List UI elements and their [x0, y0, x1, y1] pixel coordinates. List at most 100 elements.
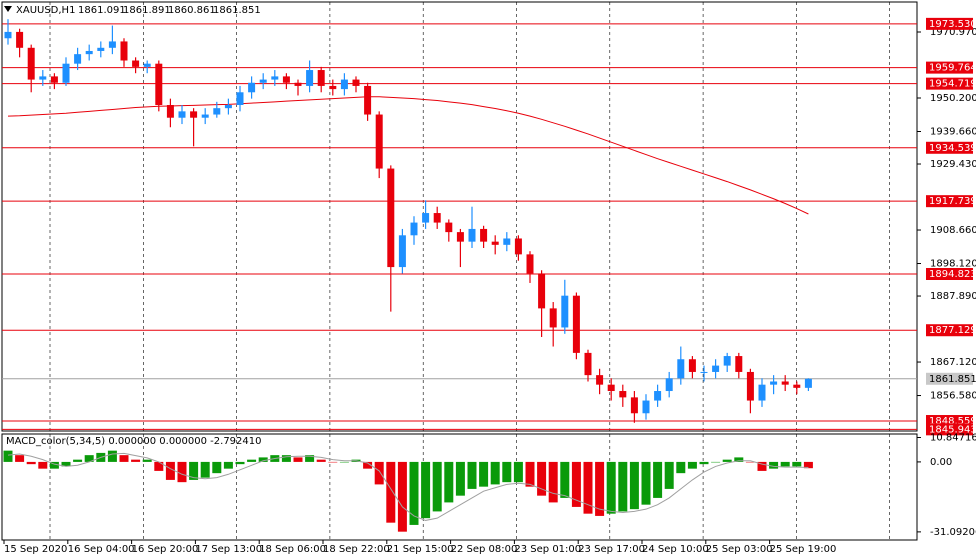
candle-body: [62, 63, 70, 83]
candle-body: [143, 63, 151, 67]
level-label: 1973.530: [929, 19, 976, 30]
macd-bar: [84, 455, 94, 462]
candle-body: [387, 168, 395, 268]
candle-body: [619, 391, 627, 398]
level-label-bg: [926, 77, 973, 90]
candle-body: [27, 47, 35, 80]
candle-body: [132, 60, 140, 67]
candle-body: [398, 235, 406, 268]
macd-bar: [618, 461, 628, 512]
macd-bar: [328, 461, 338, 463]
candle-body: [213, 108, 221, 115]
macd-bar: [15, 455, 25, 462]
macd-bar: [513, 461, 523, 483]
y-tick-label: 1867.120: [930, 357, 976, 368]
x-tick-label: 24 Sep 10:00: [642, 544, 709, 555]
x-tick-label: 22 Sep 08:00: [451, 544, 518, 555]
macd-bar: [374, 461, 384, 485]
candle-body: [166, 104, 174, 118]
macd-pane: [1, 433, 918, 541]
macd-bar: [699, 461, 709, 465]
macd-bar: [467, 461, 477, 489]
y-tick-label: 1898.120: [930, 259, 976, 270]
candle-body: [642, 400, 650, 414]
candle-body: [793, 384, 801, 388]
macd-title: MACD_color(5,34,5) 0.000000 0.000000 -2.…: [6, 436, 262, 447]
candle-body: [770, 381, 778, 385]
macd-bar: [119, 455, 129, 462]
current-price-label: 1861.851: [929, 374, 976, 385]
candle-body: [85, 50, 93, 55]
macd-bar: [131, 459, 141, 462]
candle-body: [190, 111, 198, 118]
macd-bar: [444, 461, 454, 503]
symbol-title: XAUUSD,H1: [16, 5, 75, 16]
candle-body: [120, 41, 128, 61]
candle-body: [4, 31, 12, 39]
macd-bar: [165, 461, 175, 480]
candle-body: [74, 54, 82, 64]
candle-body: [549, 308, 557, 328]
candle-body: [665, 378, 673, 392]
macd-bar: [687, 461, 697, 469]
macd-bar: [641, 461, 651, 505]
candle-body: [50, 76, 58, 83]
macd-bar: [281, 455, 291, 462]
macd-bar: [525, 461, 535, 487]
macd-bar: [316, 459, 326, 462]
macd-bar: [61, 461, 71, 467]
x-tick-label: 25 Sep 19:00: [770, 544, 837, 555]
macd-bar: [293, 457, 303, 462]
macd-bar: [769, 461, 779, 469]
candle-body: [758, 384, 766, 401]
macd-bar: [432, 461, 442, 512]
candle-body: [155, 63, 163, 105]
candle-body: [224, 104, 232, 109]
macd-bar: [235, 461, 245, 465]
candle-body: [282, 76, 290, 83]
candle-body: [480, 228, 488, 242]
level-label: 1934.539: [929, 143, 976, 154]
candle-body: [491, 241, 499, 245]
candle-body: [352, 79, 360, 86]
macd-bar: [571, 461, 581, 507]
candle-body: [410, 222, 418, 236]
quote-value: 1861.851: [213, 5, 261, 16]
collapse-icon[interactable]: [4, 6, 12, 12]
moving-average: [7, 96, 809, 215]
candle-body: [468, 228, 476, 242]
macd-bar: [38, 461, 48, 469]
candle-body: [39, 76, 47, 80]
main-pane: [1, 1, 918, 432]
macd-bar: [757, 461, 767, 471]
macd-bar: [629, 461, 639, 510]
x-tick-label: 18 Sep 06:00: [259, 544, 326, 555]
macd-bar: [305, 455, 315, 462]
candle-body: [781, 381, 789, 385]
candle-body: [503, 238, 511, 245]
candle-body: [735, 356, 743, 372]
macd-bar: [502, 461, 512, 483]
macd-bar: [258, 457, 268, 462]
macd-bar: [722, 459, 732, 462]
candle-body: [526, 254, 534, 274]
macd-bar: [409, 461, 419, 525]
candle-body: [433, 213, 441, 223]
level-label: 1959.764: [929, 63, 976, 74]
macd-bar: [734, 457, 744, 462]
macd-bar: [711, 461, 721, 463]
macd-bar: [745, 461, 755, 463]
level-label: 1954.719: [929, 79, 976, 90]
macd-bar: [676, 461, 686, 474]
macd-bar: [3, 450, 13, 462]
y-tick-label: 1887.890: [930, 291, 976, 302]
macd-bar: [548, 461, 558, 503]
level-label-bg: [926, 267, 973, 280]
macd-bar: [455, 461, 465, 496]
candle-body: [746, 371, 754, 401]
macd-bar: [397, 461, 407, 532]
y-tick-label: -31.092068: [930, 527, 976, 538]
macd-bar: [223, 461, 233, 469]
x-tick-label: 21 Sep 15:00: [387, 544, 454, 555]
macd-bar: [664, 461, 674, 489]
